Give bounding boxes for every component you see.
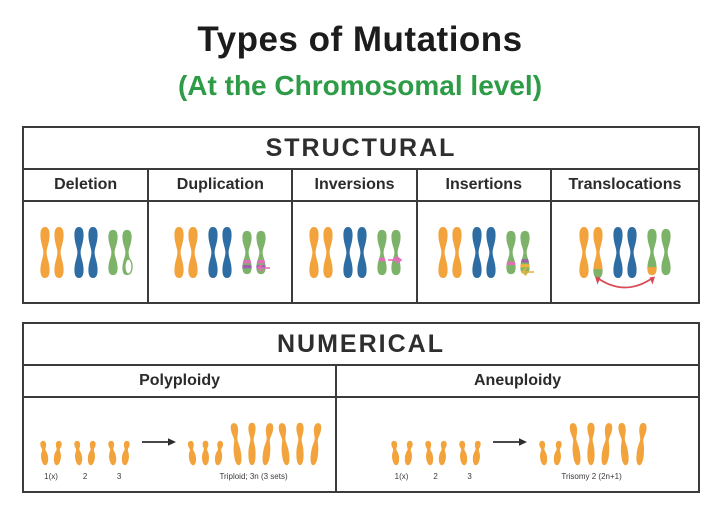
chromosome-green-icon (520, 230, 530, 274)
chromosome-set-label: 3 (116, 472, 122, 481)
chromosome-orange-icon (108, 440, 117, 466)
chromosome-set-label: 2 (433, 472, 438, 481)
structural-column-headers: Deletion Duplication Inversions Insertio… (24, 170, 698, 202)
chromosome-orange-icon (174, 226, 184, 278)
aneuploidy-illustration: 1(x) 2 3 Trisomy 2 (2n+1) (337, 398, 698, 491)
chromosome-orange-icon (586, 422, 595, 466)
chromosome-orange-icon (121, 440, 130, 466)
chromosome-orange-icon (424, 440, 433, 466)
chromosome-blue-icon (613, 226, 623, 278)
chromosome-orange-icon (310, 423, 322, 466)
column-header-duplication: Duplication (149, 170, 294, 202)
chromosome-orange-icon (601, 423, 612, 466)
insertions-illustration (418, 202, 552, 302)
chromosome-blue-icon (486, 226, 496, 278)
duplication-illustration (149, 202, 294, 302)
chromosome-blue-icon (342, 226, 353, 278)
chromosome-blue-icon (472, 226, 482, 278)
column-header-insertions: Insertions (417, 170, 552, 202)
duplication-marker-arrow-icon (253, 262, 271, 274)
chromosome-green-icon (376, 229, 387, 275)
chromosome-orange-icon (390, 440, 399, 466)
arrow-icon (492, 437, 528, 447)
chromosome-orange-icon (472, 440, 481, 466)
numerical-illustration-row: 1(x) 2 3 Triploid; 3n (3 sets) 1(x) 2 3 Trisom… (24, 398, 698, 491)
chromosome-green-icon (108, 229, 118, 275)
chromosome-orange-icon (569, 423, 581, 466)
chromosome-orange-icon (54, 226, 64, 278)
chromosome-orange-icon (308, 226, 319, 278)
chromosome-green-icon (242, 230, 252, 274)
chromosome-orange-icon (635, 423, 647, 466)
chromosome-set-label: 1(x) (44, 472, 58, 481)
chromosome-orange-icon (188, 440, 197, 466)
chromosome-orange-icon (74, 440, 83, 466)
translocations-illustration (552, 202, 698, 302)
chromosome-orange-icon (188, 226, 198, 278)
chromosome-orange-icon (40, 440, 49, 466)
arrow-icon (141, 437, 177, 447)
chromosome-orange-icon (40, 226, 50, 278)
chromosome-set-label: 3 (467, 472, 472, 481)
chromosome-set-label: 1(x) (394, 472, 409, 481)
chromosome-orange-icon (215, 440, 224, 466)
chromosome-orange-icon (248, 422, 256, 466)
chromosome-orange-icon (202, 440, 210, 466)
chromosome-orange-icon (538, 440, 547, 466)
chromosome-orange-icon (278, 423, 290, 466)
numerical-table-header: NUMERICAL (24, 324, 698, 366)
chromosome-green-icon (122, 229, 133, 275)
chromosome-orange-icon (404, 440, 413, 466)
result-label: Trisomy 2 (2n+1) (561, 472, 622, 481)
chromosome-orange-icon (617, 423, 629, 466)
column-header-polyploidy: Polyploidy (24, 366, 338, 398)
column-header-translocations: Translocations (551, 170, 698, 202)
column-header-inversions: Inversions (293, 170, 418, 202)
chromosome-orange-icon (458, 440, 467, 466)
chromosome-orange-icon (452, 226, 462, 278)
structural-table-header: STRUCTURAL (24, 128, 698, 170)
chromosome-orange-icon (322, 226, 333, 278)
chromosome-blue-icon (356, 226, 367, 278)
translocations-marker-arrow-icon (594, 276, 656, 292)
chromosome-orange-icon (579, 226, 589, 278)
chromosome-orange-icon (53, 440, 62, 466)
chromosome-green-icon (647, 228, 657, 276)
column-header-aneuploidy: Aneuploidy (337, 366, 698, 398)
page-title: Types of Mutations (197, 20, 523, 59)
numerical-column-headers: Polyploidy Aneuploidy (24, 366, 698, 398)
chromosome-green-icon (661, 228, 671, 276)
column-header-deletion: Deletion (24, 170, 150, 202)
chromosome-orange-icon (593, 226, 603, 278)
page-subtitle: (At the Chromosomal level) (177, 70, 543, 101)
chromosome-orange-icon (262, 423, 274, 466)
result-label: Triploid; 3n (3 sets) (219, 472, 288, 481)
chromosome-orange-icon (438, 440, 447, 466)
structural-illustration-row (24, 202, 698, 302)
chromosome-green-icon (390, 229, 401, 275)
inversions-illustration (293, 202, 418, 302)
chromosome-set-label: 2 (82, 472, 88, 481)
chromosome-orange-icon (230, 423, 242, 466)
chromosome-blue-icon (208, 226, 218, 278)
deletion-illustration (24, 202, 150, 302)
insertions-marker-arrow-icon (517, 266, 535, 278)
inversions-marker-arrow-icon (386, 254, 406, 266)
chromosome-blue-icon (627, 226, 637, 278)
chromosome-orange-icon (438, 226, 448, 278)
chromosome-green-icon (506, 230, 516, 274)
chromosome-blue-icon (222, 226, 232, 278)
structural-table: STRUCTURAL Deletion Duplication Inversio… (22, 126, 700, 304)
chromosome-orange-icon (87, 440, 96, 466)
polyploidy-illustration: 1(x) 2 3 Triploid; 3n (3 sets) (24, 398, 338, 491)
chromosome-blue-icon (74, 226, 84, 278)
chromosome-orange-icon (296, 422, 304, 466)
chromosome-orange-icon (553, 440, 562, 466)
numerical-table: NUMERICAL Polyploidy Aneuploidy 1(x) 2 3 Tr… (22, 322, 700, 493)
chromosome-blue-icon (88, 226, 98, 278)
